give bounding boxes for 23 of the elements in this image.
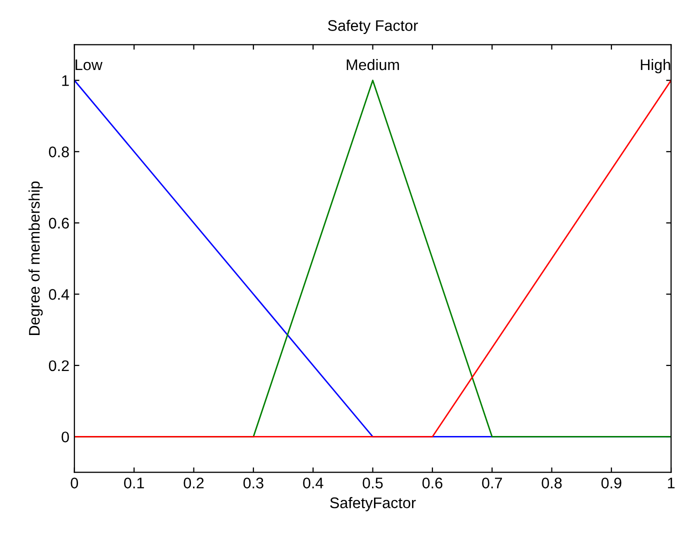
x-tick-label: 0.5 <box>362 478 383 488</box>
x-tick-label: 0.2 <box>184 478 204 488</box>
x-axis-title: SafetyFactor <box>330 497 416 512</box>
x-tick-label: 1 <box>668 478 675 488</box>
y-tick-label: 1 <box>62 75 69 86</box>
y-tick-label: 0 <box>62 432 69 442</box>
x-tick-label: 0.6 <box>422 478 442 488</box>
series-label: Low <box>76 60 102 70</box>
x-tick-label: 0.7 <box>482 478 502 488</box>
x-tick-label: 0.1 <box>124 478 144 488</box>
y-tick-label: 0.4 <box>48 289 70 300</box>
series-label: Medium <box>346 58 399 70</box>
x-tick-label: 0.8 <box>542 478 562 488</box>
x-tick-label: 0 <box>70 478 78 488</box>
y-tick-label: 0.2 <box>48 360 69 372</box>
x-tick-label: 0.9 <box>601 478 622 488</box>
y-tick-label: 0.6 <box>48 218 69 229</box>
series-label: High <box>640 58 670 74</box>
y-tick-label: 0.8 <box>48 146 69 158</box>
x-tick-label: 0.4 <box>303 478 324 488</box>
x-tick-label: 0.3 <box>243 478 264 488</box>
chart-title: Safety Factor <box>328 20 418 34</box>
y-axis-title: Degree of membership <box>28 181 43 335</box>
